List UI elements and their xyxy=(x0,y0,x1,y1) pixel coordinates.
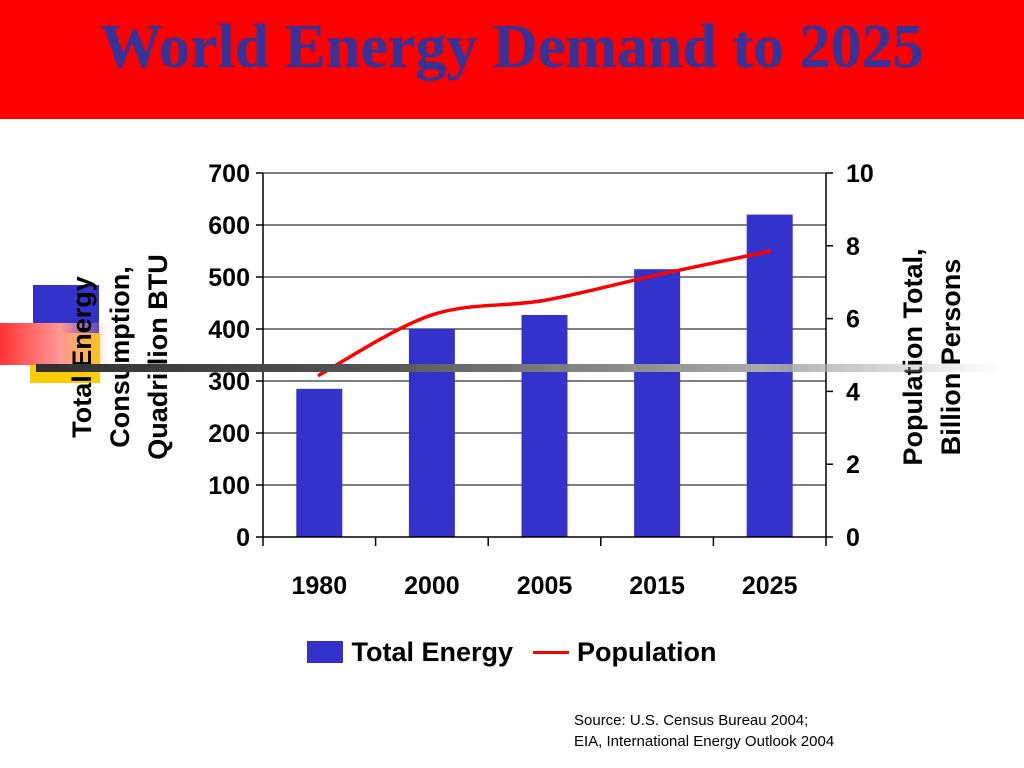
y-right-tick-label: 0 xyxy=(846,524,860,552)
source-line-1: Source: U.S. Census Bureau 2004; xyxy=(574,712,809,729)
y-left-tick-label: 600 xyxy=(208,212,250,240)
bar-2000 xyxy=(408,329,455,537)
bar-2015 xyxy=(634,269,681,537)
y-left-axis-title-line: Quadrillion BTU xyxy=(143,254,173,460)
legend-item-population: Population xyxy=(533,636,717,668)
population-line xyxy=(317,249,772,377)
y-left-tick-label: 700 xyxy=(208,160,250,188)
x-tick-label-2005: 2005 xyxy=(517,572,573,600)
y-left-tick-label: 100 xyxy=(208,472,250,500)
decor-red-gradient xyxy=(0,323,110,365)
y-right-axis-title-line: Billion Persons xyxy=(936,259,966,456)
legend-label-population: Population xyxy=(577,636,717,667)
y-left-axis-title-line: Consumption, xyxy=(105,266,135,447)
source-note: Source: U.S. Census Bureau 2004; EIA, In… xyxy=(574,710,834,752)
legend-swatch-line xyxy=(533,650,570,654)
source-line-2: EIA, International Energy Outlook 2004 xyxy=(574,733,835,750)
legend-label-total-energy: Total Energy xyxy=(351,636,514,667)
y-right-tick-label: 2 xyxy=(846,451,860,479)
y-left-tick-label: 200 xyxy=(208,420,250,448)
y-left-tick-label: 0 xyxy=(236,524,250,552)
x-tick-label-2015: 2015 xyxy=(629,572,685,600)
x-tick-label-1980: 1980 xyxy=(291,572,347,600)
x-tick-label-2000: 2000 xyxy=(404,572,460,600)
bar-1980 xyxy=(296,388,343,537)
y-left-tick-label: 500 xyxy=(208,264,250,292)
y-right-tick-label: 4 xyxy=(846,378,860,406)
bar-2005 xyxy=(521,314,568,537)
y-left-axis-title: Total Energy Consumption, Quadrillion BTU xyxy=(67,254,173,460)
y-right-tick-label: 6 xyxy=(846,306,860,334)
bar-2025 xyxy=(746,214,793,537)
y-left-tick-label: 300 xyxy=(208,368,250,396)
y-right-tick-label: 8 xyxy=(846,233,860,261)
slide-title: World Energy Demand to 2025 xyxy=(100,13,924,81)
legend-item-total-energy: Total Energy xyxy=(307,637,513,668)
title-bar: World Energy Demand to 2025 xyxy=(0,0,1024,119)
legend-swatch-bar xyxy=(307,641,344,663)
chart-legend: Total Energy Population xyxy=(0,634,1024,670)
y-right-axis-title-line: Population Total, xyxy=(898,249,928,466)
y-left-tick-label: 400 xyxy=(208,316,250,344)
decor-horizontal-line xyxy=(36,364,1000,372)
y-right-axis-title: Population Total, Billion Persons xyxy=(898,249,966,466)
x-tick-label-2025: 2025 xyxy=(742,572,798,600)
y-right-tick-label: 10 xyxy=(846,160,874,188)
y-left-axis-title-line: Total Energy xyxy=(67,276,97,438)
